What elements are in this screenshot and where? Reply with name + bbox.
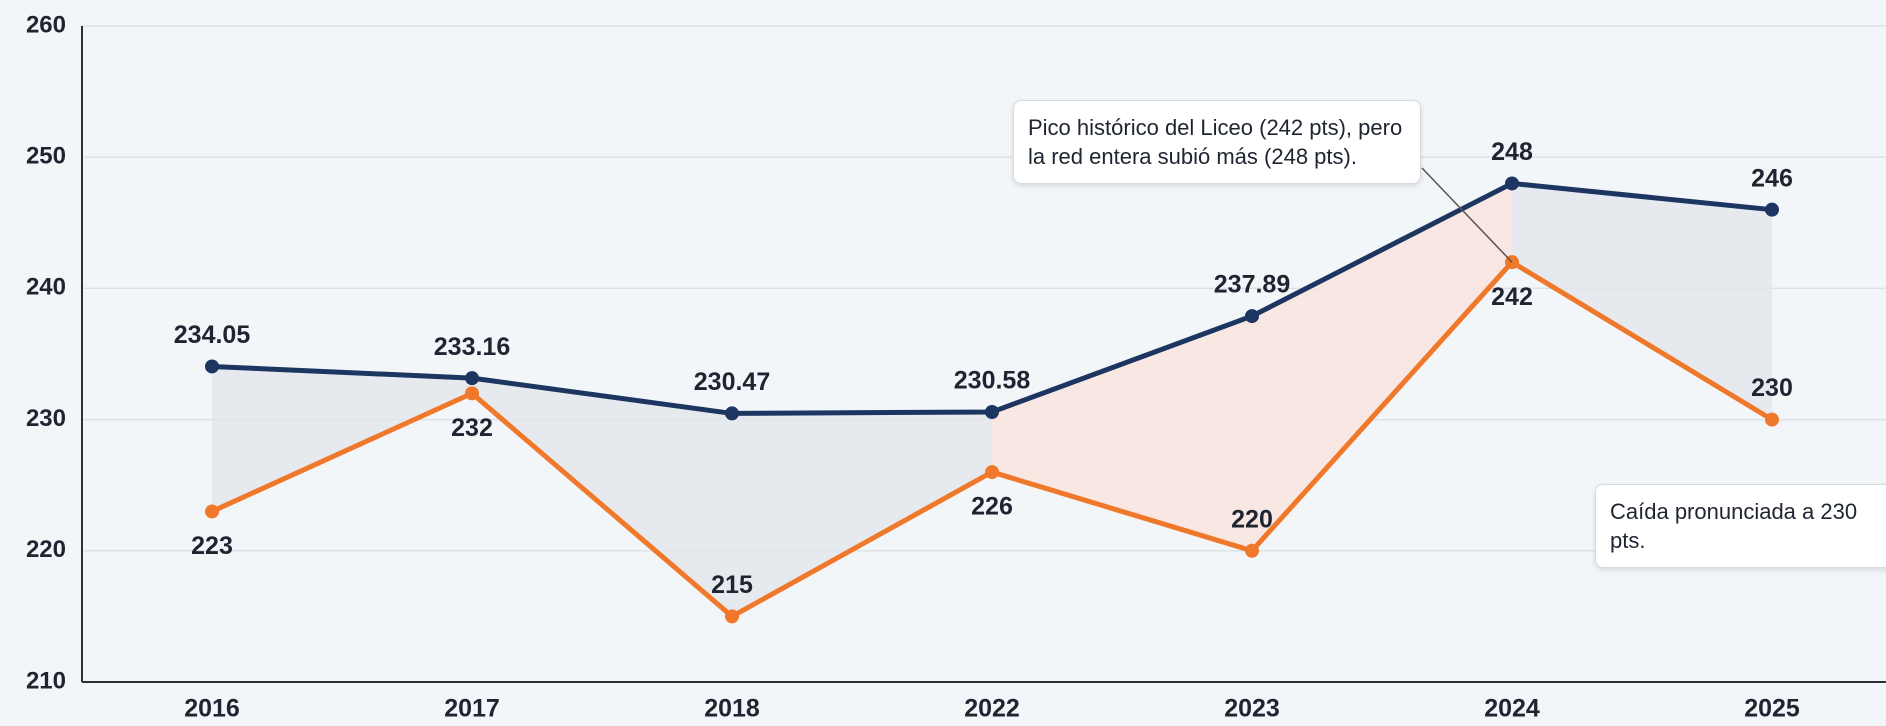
point	[1765, 202, 1779, 217]
band-fill	[1252, 183, 1512, 551]
y-tick-label: 230	[26, 405, 66, 432]
point	[1505, 176, 1519, 191]
data-label: 242	[1491, 283, 1533, 311]
point	[985, 404, 999, 419]
point	[725, 406, 739, 421]
band-fill	[732, 411, 992, 617]
y-tick-label: 210	[26, 667, 66, 694]
point	[1765, 412, 1779, 427]
data-label: 234.05	[174, 321, 251, 349]
annotation: Caída pronunciada a 230 pts.	[1595, 484, 1886, 568]
x-tick-label: 2025	[1744, 695, 1800, 723]
data-label: 230.47	[694, 368, 770, 396]
point	[465, 371, 479, 386]
x-tick-label: 2024	[1484, 695, 1540, 723]
band-fill	[472, 378, 732, 617]
data-label: 215	[711, 571, 753, 599]
data-label: 220	[1231, 505, 1273, 533]
x-tick-label: 2017	[444, 695, 500, 723]
y-tick-label: 250	[26, 143, 66, 170]
x-tick-label: 2018	[704, 695, 760, 723]
point	[1245, 309, 1259, 324]
data-label: 232	[451, 414, 493, 442]
x-tick-label: 2016	[184, 695, 240, 723]
point	[985, 465, 999, 480]
y-tick-label: 220	[26, 536, 66, 563]
data-label: 230.58	[954, 367, 1031, 395]
data-label: 230	[1751, 374, 1793, 402]
x-tick-label: 2023	[1224, 695, 1280, 723]
y-tick-label: 260	[26, 11, 66, 38]
data-label: 246	[1751, 164, 1793, 192]
band-fill	[212, 366, 472, 512]
data-label: 248	[1491, 138, 1533, 166]
band-fill	[1512, 183, 1772, 420]
data-label: 233.16	[434, 333, 510, 361]
x-tick-label: 2022	[964, 695, 1020, 723]
point	[1245, 543, 1259, 558]
point	[205, 504, 219, 519]
annotation-connector	[1421, 167, 1513, 263]
point	[465, 386, 479, 401]
y-tick-label: 240	[26, 274, 66, 301]
point	[725, 609, 739, 624]
point	[205, 359, 219, 374]
data-label: 223	[191, 532, 233, 560]
annotation: Pico histórico del Liceo (242 pts), pero…	[1013, 100, 1421, 184]
band-fill	[992, 316, 1252, 551]
data-label: 237.89	[1214, 271, 1290, 299]
data-label: 226	[971, 493, 1013, 521]
